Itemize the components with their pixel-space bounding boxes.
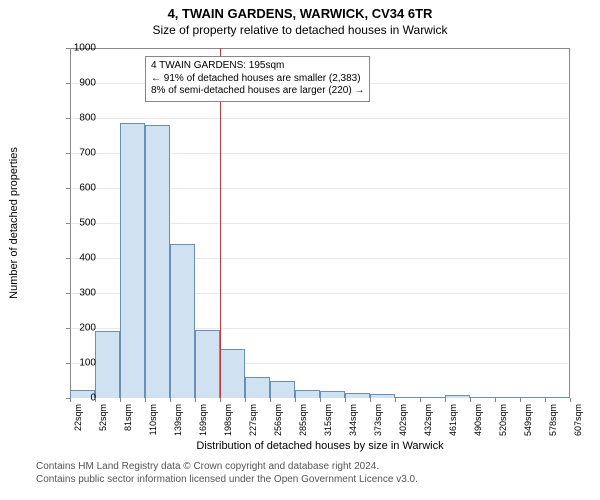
x-tick-mark: [245, 398, 246, 402]
y-tick-mark: [66, 118, 70, 119]
histogram-bar: [395, 397, 420, 398]
histogram-bar: [220, 349, 245, 398]
x-tick-mark: [170, 398, 171, 402]
footer-attribution: Contains HM Land Registry data © Crown c…: [36, 460, 418, 486]
y-tick-label: 700: [79, 148, 96, 159]
annotation-line: 4 TWAIN GARDENS: 195sqm: [151, 60, 364, 73]
x-tick-label: 578sqm: [548, 404, 558, 436]
x-tick-mark: [220, 398, 221, 402]
histogram-bar: [120, 123, 145, 398]
histogram-bar: [520, 397, 545, 398]
y-tick-label: 900: [79, 78, 96, 89]
histogram-bar: [545, 397, 570, 398]
y-tick-label: 600: [79, 183, 96, 194]
y-tick-mark: [66, 83, 70, 84]
x-tick-label: 432sqm: [423, 404, 433, 436]
x-tick-label: 344sqm: [348, 404, 358, 436]
x-tick-label: 52sqm: [98, 404, 108, 431]
y-axis-label: Number of detached properties: [8, 48, 26, 398]
x-tick-mark: [420, 398, 421, 402]
y-tick-label: 300: [79, 288, 96, 299]
y-tick-mark: [66, 258, 70, 259]
y-tick-label: 800: [79, 113, 96, 124]
x-tick-label: 549sqm: [523, 404, 533, 436]
x-tick-mark: [545, 398, 546, 402]
footer-line-1: Contains HM Land Registry data © Crown c…: [36, 460, 418, 473]
x-tick-mark: [470, 398, 471, 402]
x-tick-label: 198sqm: [223, 404, 233, 436]
histogram-bar: [270, 381, 295, 399]
y-tick-label: 500: [79, 218, 96, 229]
x-tick-mark: [145, 398, 146, 402]
histogram-bar: [370, 394, 395, 398]
x-tick-label: 110sqm: [148, 404, 158, 435]
x-tick-mark: [345, 398, 346, 402]
x-tick-mark: [370, 398, 371, 402]
y-tick-mark: [66, 188, 70, 189]
x-tick-label: 520sqm: [498, 404, 508, 436]
histogram-bar: [345, 393, 370, 398]
x-tick-mark: [445, 398, 446, 402]
x-tick-label: 315sqm: [323, 404, 333, 436]
x-tick-mark: [520, 398, 521, 402]
histogram-bar: [470, 397, 495, 398]
chart-title: 4, TWAIN GARDENS, WARWICK, CV34 6TR: [0, 0, 600, 21]
x-tick-mark: [320, 398, 321, 402]
histogram-bar: [295, 390, 320, 398]
x-tick-label: 461sqm: [448, 404, 458, 436]
y-tick-mark: [66, 328, 70, 329]
footer-line-2: Contains public sector information licen…: [36, 473, 418, 486]
x-tick-mark: [70, 398, 71, 402]
annotation-line: ← 91% of detached houses are smaller (2,…: [151, 73, 364, 86]
x-tick-mark: [195, 398, 196, 402]
histogram-bar: [145, 125, 170, 398]
y-tick-label: 400: [79, 253, 96, 264]
annotation-line: 8% of semi-detached houses are larger (2…: [151, 85, 364, 98]
x-tick-label: 607sqm: [573, 404, 583, 436]
x-tick-label: 256sqm: [273, 404, 283, 436]
x-tick-mark: [120, 398, 121, 402]
x-tick-label: 169sqm: [198, 404, 208, 436]
x-tick-mark: [295, 398, 296, 402]
y-tick-label: 200: [79, 323, 96, 334]
y-tick-label: 1000: [74, 43, 96, 54]
y-tick-mark: [66, 48, 70, 49]
x-tick-label: 227sqm: [248, 404, 258, 436]
x-tick-mark: [270, 398, 271, 402]
x-tick-mark: [395, 398, 396, 402]
x-tick-label: 81sqm: [123, 404, 133, 431]
chart-plot-area: 4 TWAIN GARDENS: 195sqm← 91% of detached…: [70, 48, 570, 398]
x-tick-label: 139sqm: [173, 404, 183, 436]
x-tick-label: 22sqm: [73, 404, 83, 431]
histogram-bar: [195, 330, 220, 398]
gridline: [70, 118, 570, 119]
chart-subtitle: Size of property relative to detached ho…: [0, 21, 600, 37]
x-axis-label: Distribution of detached houses by size …: [70, 440, 570, 452]
y-tick-mark: [66, 223, 70, 224]
x-tick-label: 373sqm: [373, 404, 383, 436]
y-tick-label: 100: [79, 358, 96, 369]
histogram-bar: [95, 331, 120, 398]
histogram-bar: [320, 391, 345, 398]
histogram-bar: [495, 397, 520, 398]
x-tick-label: 490sqm: [473, 404, 483, 436]
x-tick-mark: [95, 398, 96, 402]
histogram-bar: [170, 244, 195, 398]
x-tick-mark: [570, 398, 571, 402]
x-tick-label: 402sqm: [398, 404, 408, 436]
y-tick-mark: [66, 153, 70, 154]
y-tick-mark: [66, 363, 70, 364]
y-tick-mark: [66, 293, 70, 294]
x-tick-label: 285sqm: [298, 404, 308, 436]
histogram-bar: [420, 397, 445, 398]
histogram-bar: [445, 395, 470, 398]
histogram-bar: [245, 377, 270, 398]
x-tick-mark: [495, 398, 496, 402]
annotation-box: 4 TWAIN GARDENS: 195sqm← 91% of detached…: [145, 56, 370, 102]
